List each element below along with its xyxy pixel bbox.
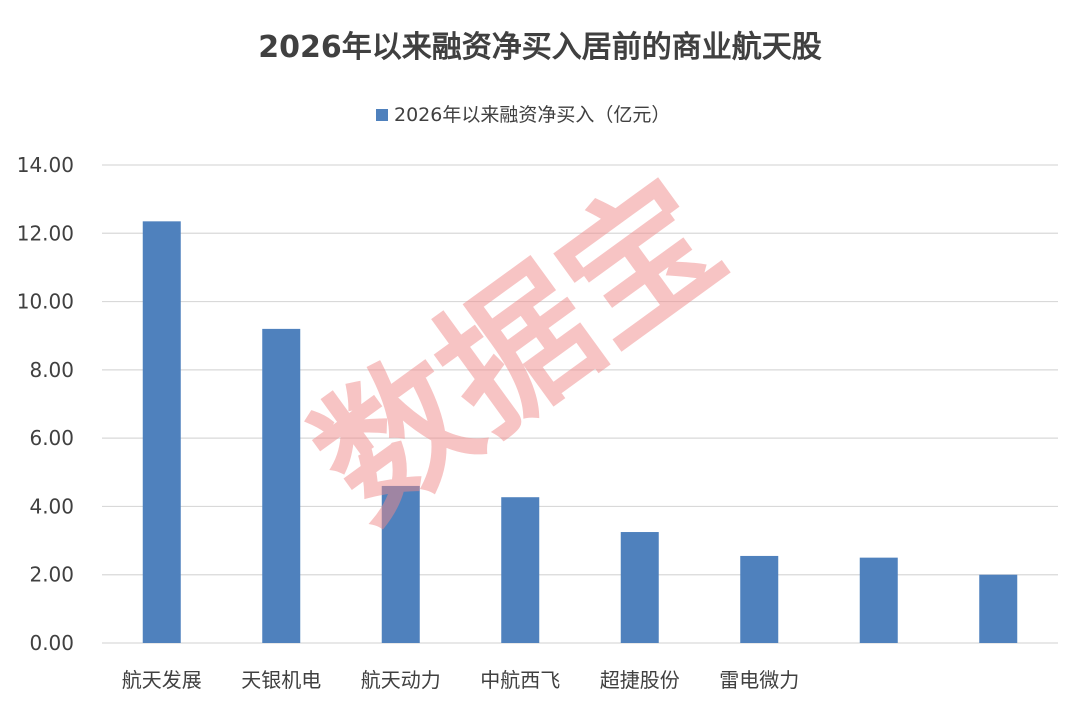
watermark-text: 数据宝 xyxy=(286,148,752,553)
x-category-label: 航天发展 xyxy=(122,668,202,692)
bar xyxy=(381,485,420,643)
x-axis-labels: 航天发展 天银机电 航天动力 中航西飞 超捷股份 雷电微力 xyxy=(122,668,800,692)
y-axis-ticks: 0.00 2.00 4.00 6.00 8.00 10.00 12.00 14.00 xyxy=(17,153,74,655)
y-tick-label: 8.00 xyxy=(29,358,74,382)
y-tick-label: 14.00 xyxy=(17,153,74,177)
y-tick-label: 0.00 xyxy=(29,631,74,655)
legend-label: 2026年以来融资净买入（亿元） xyxy=(394,104,670,126)
y-tick-label: 4.00 xyxy=(29,494,74,518)
bar xyxy=(262,328,301,643)
gridlines xyxy=(102,164,1058,644)
bars xyxy=(142,221,1018,644)
x-category-label: 中航西飞 xyxy=(480,668,560,692)
bar xyxy=(859,557,898,643)
y-tick-label: 12.00 xyxy=(17,221,74,245)
chart-title: 2026年以来融资净买入居前的商业航天股 xyxy=(258,30,822,65)
x-category-label: 雷电微力 xyxy=(719,668,799,692)
x-category-label: 天银机电 xyxy=(241,668,321,692)
y-tick-label: 10.00 xyxy=(17,290,74,314)
legend-swatch xyxy=(376,109,388,121)
y-tick-label: 6.00 xyxy=(29,426,74,450)
legend: 2026年以来融资净买入（亿元） xyxy=(376,104,670,126)
bar xyxy=(620,532,659,643)
bar xyxy=(979,574,1018,643)
bar xyxy=(501,497,540,643)
bar xyxy=(142,221,181,644)
x-category-label: 航天动力 xyxy=(361,668,441,692)
bar xyxy=(740,555,779,643)
y-tick-label: 2.00 xyxy=(29,563,74,587)
x-category-label: 超捷股份 xyxy=(600,668,680,692)
